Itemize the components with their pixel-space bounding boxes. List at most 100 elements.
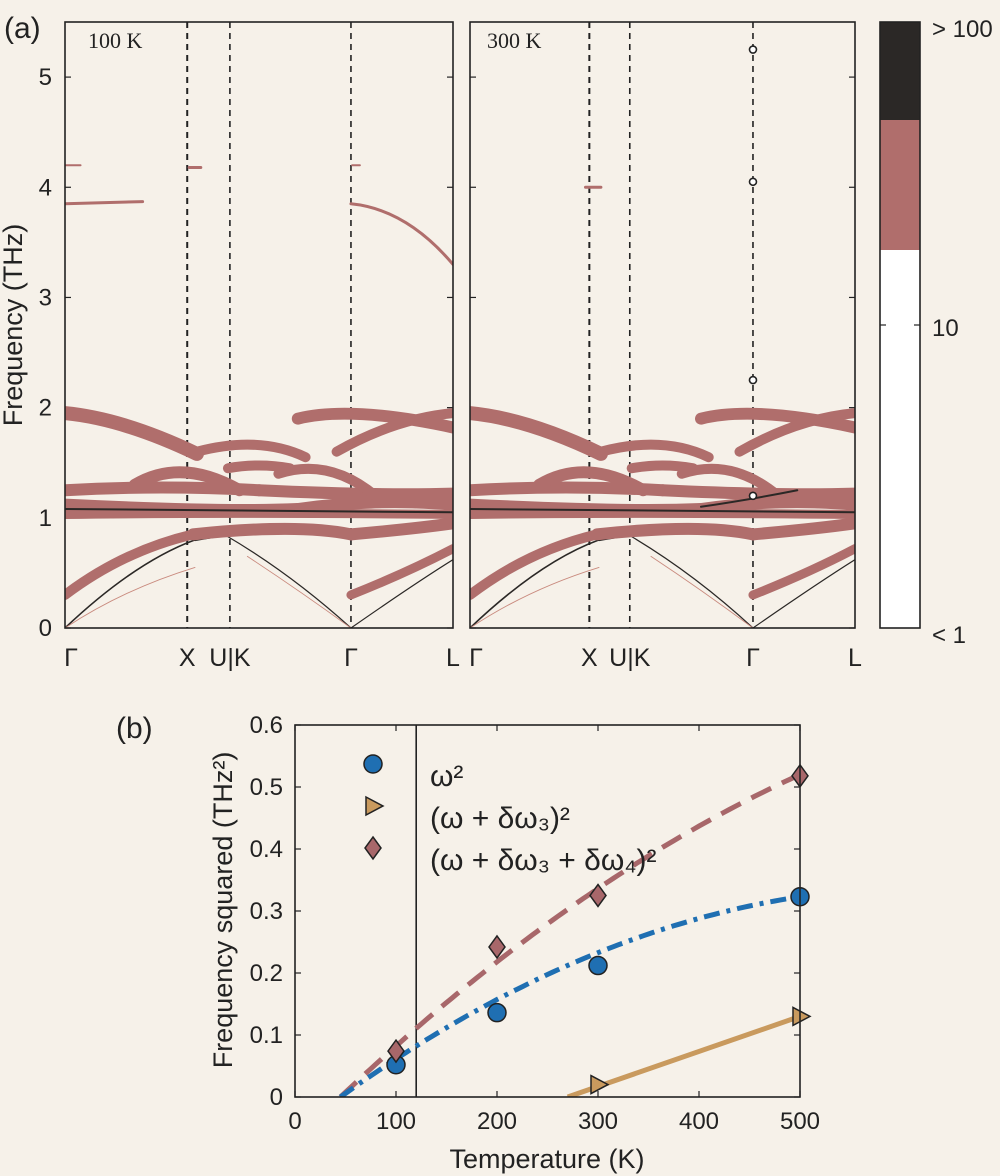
b-xtick-label: 400 xyxy=(679,1108,719,1135)
xtick-label: Γ xyxy=(344,644,358,672)
b-ytick-label: 0 xyxy=(270,1084,283,1111)
b-ytick-label: 0.6 xyxy=(250,712,283,739)
optical-band xyxy=(746,517,855,541)
optical-band xyxy=(748,544,855,600)
optical-band xyxy=(470,529,603,600)
colorbar-segment-high xyxy=(880,22,920,120)
acoustic-branch xyxy=(470,539,600,628)
sharp-mode xyxy=(65,508,453,514)
ytick-label: 1 xyxy=(39,505,52,532)
optical-band xyxy=(187,522,357,541)
optical-band xyxy=(734,408,855,457)
colorbar-label-low: < 1 xyxy=(932,622,966,649)
optical-band xyxy=(128,466,246,497)
b-xtick-label: 300 xyxy=(578,1108,618,1135)
data-point-2 xyxy=(590,1074,610,1095)
optical-band xyxy=(470,406,608,461)
optical-band xyxy=(253,484,453,501)
panel-a-yticks: 0 1 2 3 4 5 xyxy=(39,64,855,642)
b-ytick-label: 0.3 xyxy=(250,898,283,925)
optical-band xyxy=(65,200,145,206)
optical-band xyxy=(65,406,204,461)
data-point-3 xyxy=(387,1038,405,1064)
phonon-bands-300k xyxy=(470,22,855,628)
optical-band xyxy=(695,407,855,434)
xtick-label: U|K xyxy=(209,644,251,672)
ytick-label: 0 xyxy=(39,615,52,642)
temp-label-300k: 300 K xyxy=(487,28,542,53)
gamma-marker xyxy=(748,45,758,54)
data-point-3 xyxy=(589,883,607,908)
band-panel-100k: 100 K Γ X U|K Γ L xyxy=(64,21,460,672)
scatter-plot: 0 100 200 300 400 500 0 0.1 0.2 0.3 0.4 0.5 0.6 Temp… xyxy=(208,712,820,1174)
colorbar-label-high: > 100 xyxy=(932,16,993,43)
fit-curve-omega xyxy=(338,894,801,1097)
panel-frame-300k xyxy=(469,21,856,629)
legend-label-3: (ω + δω₃ + δω₄)² xyxy=(430,844,656,877)
b-xtick-label: 500 xyxy=(780,1108,820,1135)
colorbar: > 100 10 < 1 xyxy=(879,16,993,649)
optical-band xyxy=(595,439,714,463)
gamma-marker xyxy=(748,177,758,187)
b-legend: ω² (ω + δω₃)² (ω + δω₃ + δω₄)² xyxy=(363,754,656,877)
acoustic-branch xyxy=(246,555,352,628)
optical-band xyxy=(291,496,453,516)
ytick-label: 3 xyxy=(39,284,52,311)
acoustic-branch xyxy=(752,559,855,628)
ytick-label: 4 xyxy=(39,174,52,201)
optical-band xyxy=(533,466,650,497)
optical-band xyxy=(349,202,453,266)
legend-marker-2 xyxy=(365,795,385,817)
ytick-label: 2 xyxy=(39,395,52,422)
band-panel-300k: 300 K Γ X U|K Γ L xyxy=(469,21,862,672)
gamma-marker xyxy=(748,491,758,501)
fit-curve-omega34 xyxy=(338,772,802,1097)
ytick-label: 5 xyxy=(39,64,52,91)
optical-band xyxy=(344,517,453,541)
optical-band xyxy=(222,460,296,474)
gamma-marker xyxy=(748,375,758,385)
xtick-label: Γ xyxy=(469,644,483,672)
xticks-100k: Γ X U|K Γ L xyxy=(64,644,460,672)
optical-band xyxy=(65,529,199,600)
xtick-label: L xyxy=(446,644,460,672)
optical-band xyxy=(331,408,453,457)
xtick-label: X xyxy=(581,644,598,672)
xtick-label: X xyxy=(179,644,196,672)
xtick-label: U|K xyxy=(609,644,651,672)
optical-band xyxy=(626,460,699,474)
panel-a-ylabel: Frequency (THz) xyxy=(0,224,28,427)
b-plot-frame xyxy=(294,724,801,1098)
acoustic-branch xyxy=(65,566,196,628)
colorbar-segment-low xyxy=(880,250,920,628)
legend-marker-1 xyxy=(363,754,383,774)
b-fit-curves xyxy=(338,772,802,1097)
data-point-1 xyxy=(588,955,608,976)
data-point-3 xyxy=(488,934,506,960)
b-ylabel: Frequency squared (THz²) xyxy=(208,752,238,1069)
acoustic-branch xyxy=(350,559,453,628)
b-data-points xyxy=(386,763,812,1095)
data-point-1 xyxy=(487,1002,507,1023)
b-xlabel: Temperature (K) xyxy=(449,1144,644,1174)
sharp-mode xyxy=(470,508,855,514)
panel-frame-100k xyxy=(64,21,454,629)
acoustic-branch xyxy=(470,566,600,628)
b-ytick-label: 0.5 xyxy=(250,774,283,801)
xtick-label: L xyxy=(848,644,862,672)
legend-label-2: (ω + δω₃)² xyxy=(430,802,570,835)
panel-b-label: (b) xyxy=(116,712,153,745)
optical-band xyxy=(291,407,453,434)
acoustic-branch xyxy=(650,555,754,628)
b-ytick-label: 0.4 xyxy=(250,836,283,863)
acoustic-branch xyxy=(223,533,352,628)
optical-band xyxy=(191,439,311,463)
b-xtick-label: 200 xyxy=(477,1108,517,1135)
b-xtick-label: 0 xyxy=(288,1108,301,1135)
temp-label-100k: 100 K xyxy=(88,28,143,53)
optical-band xyxy=(695,496,855,516)
acoustic-branch xyxy=(65,539,196,628)
b-ytick-label: 0.2 xyxy=(250,960,283,987)
xtick-label: Γ xyxy=(746,644,760,672)
